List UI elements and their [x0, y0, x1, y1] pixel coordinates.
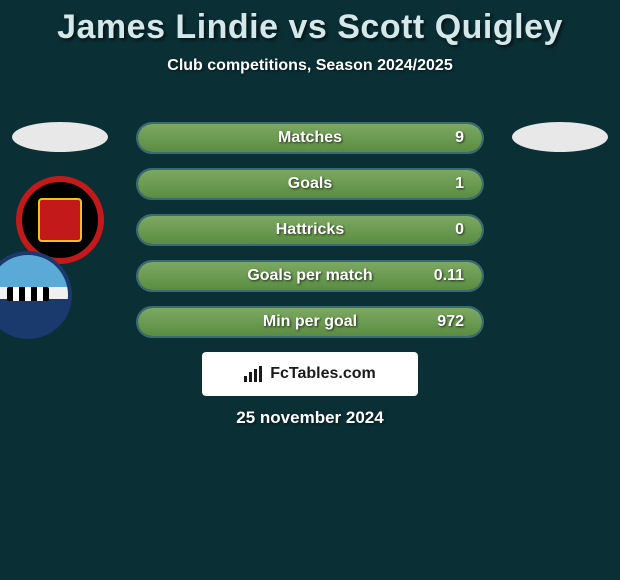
bar-chart-icon [244, 366, 264, 382]
date-label: 25 november 2024 [0, 408, 620, 428]
attribution-badge: FcTables.com [202, 352, 418, 396]
club-badge-right [0, 251, 72, 339]
page-title: James Lindie vs Scott Quigley [0, 0, 620, 47]
player-right-oval [512, 122, 608, 152]
stat-row-min-per-goal: Min per goal 972 [136, 306, 484, 338]
stat-value: 0.11 [434, 262, 464, 290]
player-left-oval [12, 122, 108, 152]
stat-value: 972 [437, 308, 464, 336]
stat-label: Goals [138, 170, 482, 198]
stat-row-hattricks: Hattricks 0 [136, 214, 484, 246]
stat-label: Goals per match [138, 262, 482, 290]
stat-row-goals-per-match: Goals per match 0.11 [136, 260, 484, 292]
attribution-text: FcTables.com [270, 365, 376, 383]
stat-label: Hattricks [138, 216, 482, 244]
stat-label: Min per goal [138, 308, 482, 336]
stat-row-matches: Matches 9 [136, 122, 484, 154]
stat-value: 9 [455, 124, 464, 152]
club-badge-left-shield [38, 198, 82, 242]
stat-value: 1 [455, 170, 464, 198]
season-subtitle: Club competitions, Season 2024/2025 [0, 57, 620, 75]
stat-label: Matches [138, 124, 482, 152]
stat-row-goals: Goals 1 [136, 168, 484, 200]
stats-area: Matches 9 Goals 1 Hattricks 0 Goals per … [136, 122, 484, 352]
stat-value: 0 [455, 216, 464, 244]
